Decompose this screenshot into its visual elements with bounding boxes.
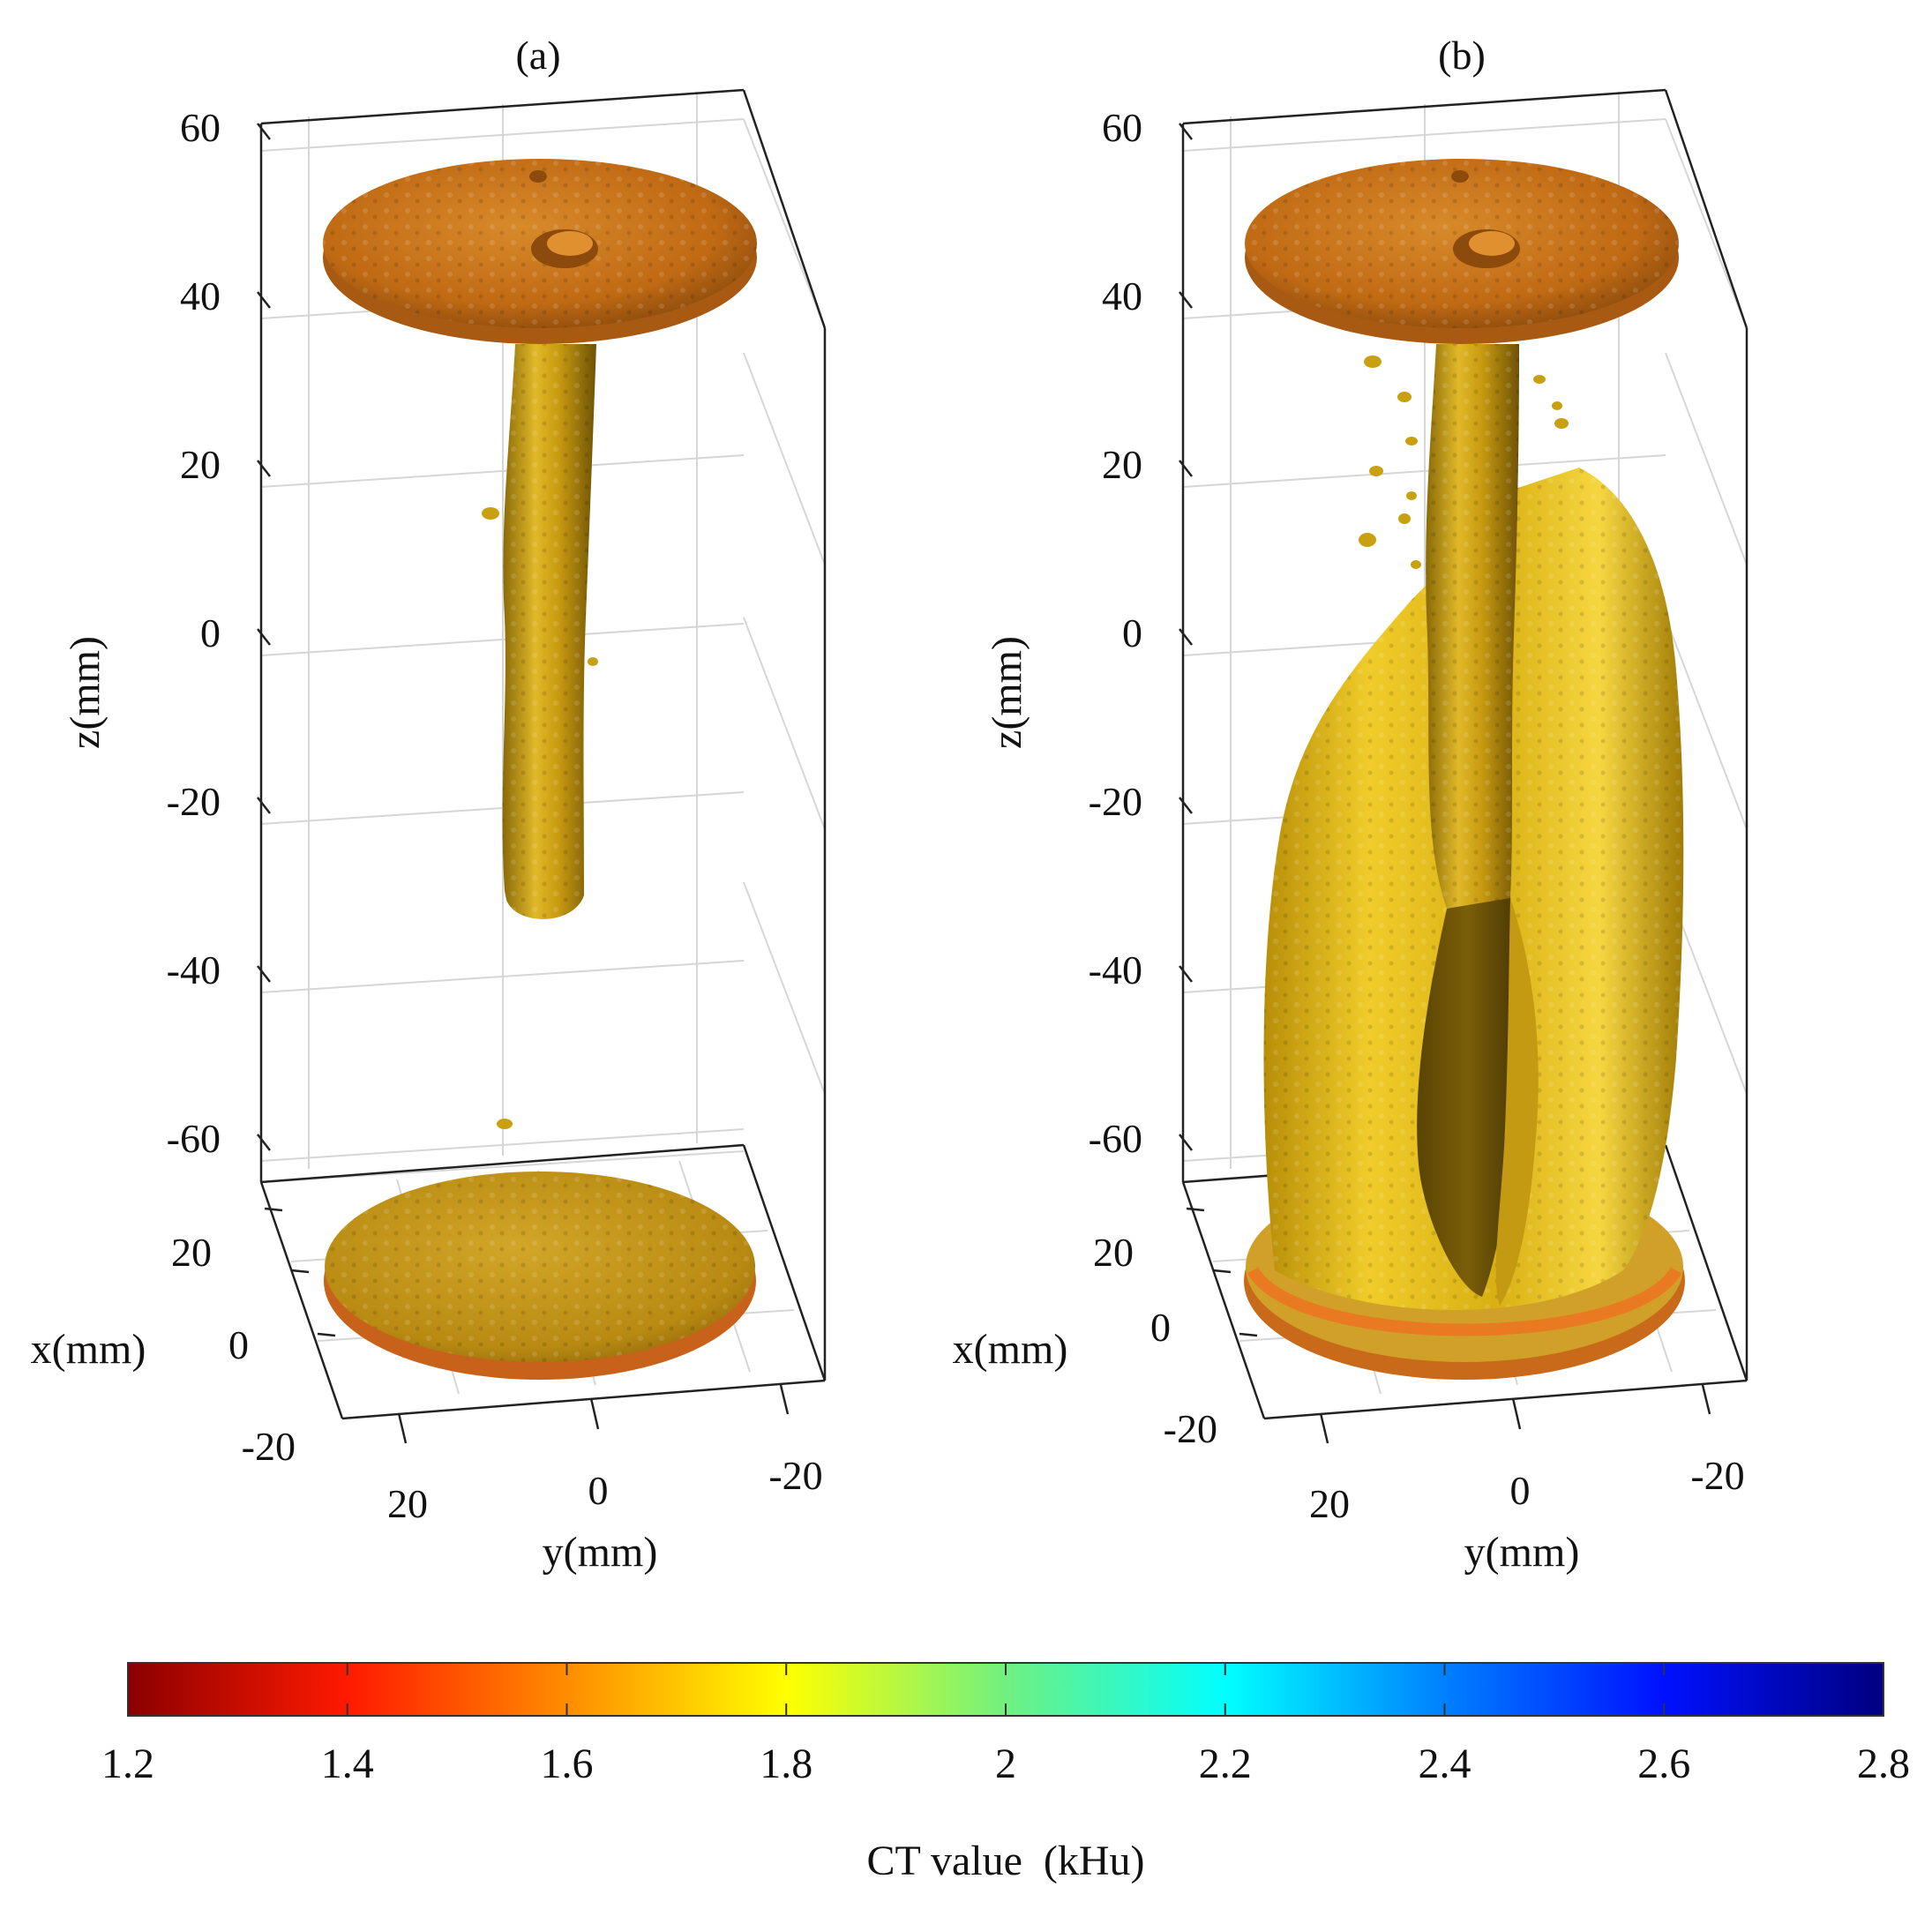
z-tick-label: -60 [167, 1116, 221, 1161]
z-tick-label: 0 [1122, 610, 1142, 655]
panel-b-z-axis [1179, 123, 1193, 1151]
x-tick-label: 20 [1093, 1230, 1134, 1275]
z-tick-label: 60 [1102, 105, 1142, 150]
colorbar-tick-label: 2.8 [1857, 1741, 1910, 1787]
z-tick-label: -20 [167, 779, 221, 824]
y-tick-label: 20 [387, 1481, 428, 1526]
z-tick-label: -40 [1089, 947, 1142, 992]
panel-a-fragment [482, 507, 499, 520]
y-tick-label: -20 [1690, 1453, 1744, 1498]
colorbar-tick-label: 2.4 [1419, 1741, 1471, 1787]
panel-b: (b) [953, 33, 1749, 1576]
panel-b-crack [1417, 891, 1518, 1297]
panel-a-x-ticklabels: 20 0 -20 [171, 1230, 296, 1469]
panel-b-y-axis [1319, 1384, 1711, 1444]
panel-a-z-axis [257, 123, 271, 1151]
panel-a-y-axis [397, 1384, 790, 1444]
x-tick-label: -20 [1164, 1406, 1217, 1451]
z-tick-label: 60 [180, 105, 221, 150]
panel-a-x-axis [264, 1207, 336, 1337]
z-tick-label: -40 [167, 947, 221, 992]
panel-a-box [259, 88, 827, 1420]
panel-a: (a) [31, 33, 827, 1576]
colorbar-tick-label: 2.6 [1637, 1741, 1690, 1787]
panel-a-bottom-disk [324, 1172, 756, 1380]
panel-b-x-axis [1186, 1207, 1258, 1337]
colorbar: 1.2 1.4 1.6 1.8 2 2.2 2.4 2.6 2.8 CT value (kHu) [101, 1662, 1910, 1884]
panel-b-z-label: z(mm) [984, 636, 1030, 749]
colorbar-tick-label: 1.2 [101, 1741, 154, 1787]
z-tick-label: 40 [1102, 273, 1142, 318]
z-tick-label: -20 [1089, 779, 1142, 824]
colorbar-tick-label: 1.4 [321, 1741, 374, 1787]
colorbar-tick-label: 2.2 [1199, 1741, 1252, 1787]
colorbar-ticks [127, 1663, 1884, 1716]
panel-a-top-disk [323, 159, 757, 344]
colorbar-tick-label: 1.6 [541, 1741, 594, 1787]
y-tick-label: -20 [768, 1453, 822, 1498]
x-tick-label: 0 [1150, 1305, 1171, 1350]
panel-b-x-label: x(mm) [953, 1326, 1068, 1373]
panel-b-channel [1426, 344, 1539, 1306]
panel-a-droplet [497, 1119, 513, 1129]
colorbar-tick-labels: 1.2 1.4 1.6 1.8 2 2.2 2.4 2.6 2.8 [101, 1741, 1910, 1787]
colorbar-tick-label: 2 [995, 1741, 1016, 1787]
panel-a-channel [502, 344, 596, 919]
y-tick-label: 0 [588, 1468, 609, 1513]
x-tick-label: 20 [171, 1230, 212, 1275]
y-tick-label: 0 [1510, 1468, 1531, 1513]
panel-b-x-ticklabels: 20 0 -20 [1093, 1230, 1217, 1451]
panel-a-y-ticklabels: 20 0 -20 [387, 1453, 823, 1526]
panel-a-fragment [588, 657, 598, 666]
panel-b-y-label: y(mm) [1464, 1529, 1580, 1576]
colorbar-label: CT value (kHu) [866, 1838, 1144, 1884]
z-tick-label: 40 [180, 273, 221, 318]
y-tick-label: 20 [1309, 1481, 1350, 1526]
panel-a-y-label: y(mm) [543, 1529, 658, 1576]
panel-b-title: (b) [1438, 33, 1486, 78]
x-tick-label: 0 [228, 1322, 249, 1367]
panel-a-z-label: z(mm) [62, 636, 109, 749]
z-tick-label: 0 [200, 610, 221, 655]
panel-b-y-ticklabels: 20 0 -20 [1309, 1453, 1745, 1526]
z-tick-label: -60 [1089, 1116, 1142, 1161]
panel-b-top-disk [1245, 159, 1679, 344]
colorbar-tick-label: 1.8 [760, 1741, 812, 1787]
panel-b-z-ticklabels: 60 40 20 0 -20 -40 -60 [1089, 105, 1142, 1161]
z-tick-label: 20 [180, 442, 221, 487]
x-tick-label: -20 [242, 1424, 296, 1469]
panel-a-title: (a) [515, 33, 560, 78]
z-tick-label: 20 [1102, 442, 1142, 487]
panel-a-x-label: x(mm) [31, 1326, 146, 1373]
panel-b-fragments [1359, 356, 1569, 569]
panel-a-z-ticklabels: 60 40 20 0 -20 -40 -60 [167, 105, 221, 1161]
